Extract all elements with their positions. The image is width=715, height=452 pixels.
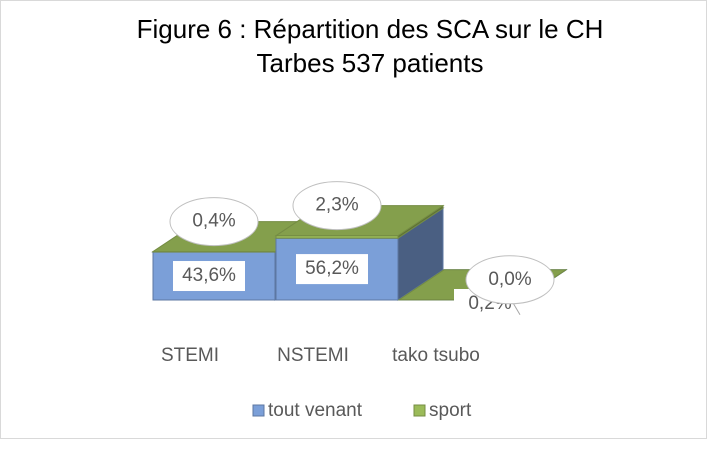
data-label: 43,6% bbox=[182, 265, 236, 286]
x-tick-label: tako tsubo bbox=[392, 345, 480, 366]
data-label: 2,3% bbox=[315, 195, 358, 216]
data-label: 0,0% bbox=[488, 269, 531, 290]
legend-swatch bbox=[414, 405, 425, 416]
data-label: 0,4% bbox=[192, 211, 235, 232]
data-label: 56,2% bbox=[305, 258, 359, 279]
x-tick-label: STEMI bbox=[161, 345, 219, 366]
x-tick-label: NSTEMI bbox=[277, 345, 349, 366]
legend-swatch bbox=[253, 405, 264, 416]
legend-label: tout venant bbox=[268, 400, 363, 421]
legend-label: sport bbox=[429, 400, 472, 421]
chart-title: Figure 6 : Répartition des SCA sur le CH… bbox=[100, 12, 640, 80]
title-box: Figure 6 : Répartition des SCA sur le CH… bbox=[90, 12, 650, 92]
